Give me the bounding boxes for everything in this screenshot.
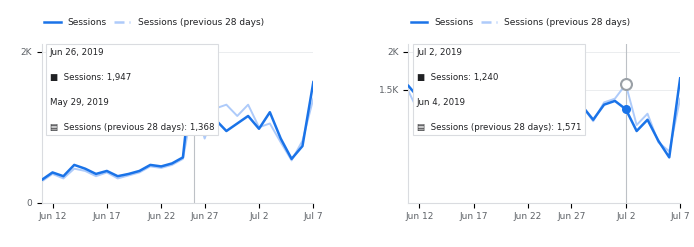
Text: Jun 26, 2019

■  Sessions: 1,947

May 29, 2019

▤  Sessions (previous 28 days): : Jun 26, 2019 ■ Sessions: 1,947 May 29, 2… — [50, 48, 214, 132]
Point — [188, 54, 199, 58]
Point — [620, 82, 632, 86]
Point — [620, 107, 632, 111]
Point — [620, 82, 632, 86]
Legend: Sessions, Sessions (previous 28 days): Sessions, Sessions (previous 28 days) — [41, 14, 267, 30]
Point — [188, 54, 199, 58]
Legend: Sessions, Sessions (previous 28 days): Sessions, Sessions (previous 28 days) — [407, 14, 634, 30]
Text: Jul 2, 2019

■  Sessions: 1,240

Jun 4, 2019

▤  Sessions (previous 28 days): 1,: Jul 2, 2019 ■ Sessions: 1,240 Jun 4, 201… — [416, 48, 581, 132]
